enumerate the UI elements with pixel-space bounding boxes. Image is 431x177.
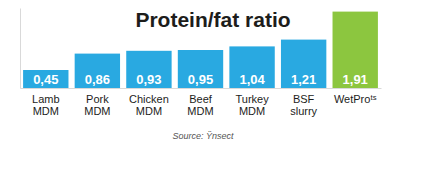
bar (229, 46, 274, 88)
x-tick: BeefMDM (187, 88, 213, 117)
data-label: 0,95 (188, 72, 213, 87)
chart: 0,45 0,86 0,93 0,95 1,04 1,21 1,91 LambMDM PorkM… (0, 0, 431, 177)
x-tick: PorkMDM (84, 88, 110, 117)
x-tick-label: BeefMDM (187, 93, 213, 118)
data-label: 1,21 (291, 72, 316, 87)
x-axis: LambMDM PorkMDM ChickenMDM BeefMDM TurkeyMDM… (21, 88, 382, 117)
bar (333, 12, 378, 88)
x-tick-label: LambMDM (32, 93, 60, 118)
data-label: 1,91 (343, 72, 368, 87)
x-tick-label: BSFslurry (290, 93, 317, 118)
y-axis (20, 9, 21, 89)
x-tick: BSFslurry (290, 88, 317, 117)
x-tick: TurkeyMDM (235, 88, 269, 117)
x-axis-line (21, 88, 382, 89)
bar (126, 51, 171, 88)
x-tick: WetProᵗˢ (334, 88, 377, 105)
data-labels: 0,45 0,86 0,93 0,95 1,04 1,21 1,91 (33, 72, 368, 87)
bar (281, 40, 326, 88)
bar (23, 70, 68, 88)
data-label: 0,86 (85, 72, 110, 87)
data-label: 0,93 (136, 72, 161, 87)
bar (178, 50, 223, 88)
y-axis-line (20, 9, 21, 89)
x-tick: LambMDM (32, 88, 60, 117)
x-tick: ChickenMDM (129, 88, 169, 117)
x-tick-label: WetProᵗˢ (334, 93, 377, 105)
title: Protein/fat ratio (135, 8, 290, 31)
plot: 0,45 0,86 0,93 0,95 1,04 1,21 1,91 LambMDM PorkM… (21, 9, 382, 118)
bar (75, 54, 120, 88)
source: Source: Ÿnsect (172, 131, 234, 141)
data-label: 0,45 (33, 72, 58, 87)
x-tick-label: ChickenMDM (129, 93, 169, 118)
x-tick-label: PorkMDM (84, 93, 110, 118)
data-label: 1,04 (239, 72, 265, 87)
x-tick-label: TurkeyMDM (235, 93, 269, 118)
